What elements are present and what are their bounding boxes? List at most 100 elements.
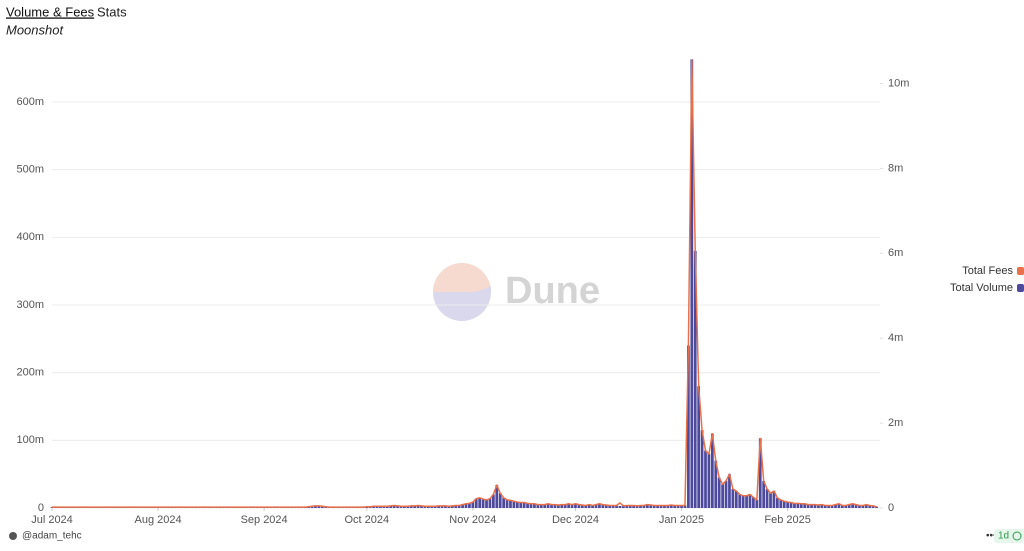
bar <box>310 506 314 508</box>
bar <box>468 503 471 508</box>
x-tick-label: Jan 2025 <box>659 514 704 526</box>
subtitle: Moonshot <box>6 22 64 37</box>
bar <box>437 505 440 508</box>
logo-wave <box>433 286 491 295</box>
bar <box>796 503 800 508</box>
bar <box>840 505 844 508</box>
y-tick-label: 0 <box>38 502 44 514</box>
y2-tick-label: 4m <box>888 332 903 344</box>
bar <box>320 506 324 508</box>
bar <box>396 505 399 508</box>
bar <box>793 503 796 508</box>
x-tick-label: Aug 2024 <box>135 514 182 526</box>
tab[interactable]: Stats <box>97 4 127 19</box>
y-tick-label: 100m <box>16 434 44 446</box>
bar <box>413 505 417 508</box>
bar <box>618 505 622 508</box>
bar <box>775 497 779 508</box>
bar <box>440 505 444 508</box>
bar <box>714 460 718 508</box>
bar <box>601 504 605 508</box>
bar <box>488 498 492 508</box>
bar <box>680 505 683 508</box>
bar <box>478 497 482 508</box>
logo-bottom <box>433 292 491 321</box>
bar <box>758 438 762 508</box>
bar <box>673 505 677 508</box>
bar <box>752 497 755 508</box>
bar <box>560 504 564 508</box>
bar <box>745 495 748 508</box>
bar <box>817 504 820 508</box>
bar <box>656 505 659 508</box>
watermark-text: Dune <box>505 270 600 312</box>
author-avatar <box>9 532 17 540</box>
bar <box>697 386 701 508</box>
bar <box>858 505 861 508</box>
bar <box>485 499 488 508</box>
bar <box>642 505 646 508</box>
y2-tick-label: 0 <box>888 502 894 514</box>
bar <box>813 504 817 508</box>
bar <box>461 504 464 508</box>
bar <box>693 250 697 508</box>
bar <box>372 506 375 508</box>
bar <box>769 493 772 508</box>
menu[interactable]: ••• <box>986 531 997 542</box>
bar <box>519 502 523 508</box>
y2-tick-label: 6m <box>888 247 903 259</box>
bar <box>379 506 382 508</box>
legend-label: Total Fees <box>962 265 1013 277</box>
watermark: Dune <box>433 263 600 321</box>
bar <box>423 506 427 508</box>
bar <box>635 505 639 508</box>
bar <box>717 477 721 508</box>
bar <box>584 505 588 508</box>
bar <box>639 505 642 508</box>
bar <box>505 499 509 508</box>
bar <box>406 506 410 508</box>
y2-tick-label: 8m <box>888 162 903 174</box>
y-tick-label: 500m <box>16 164 44 176</box>
y2-tick-label: 10m <box>888 77 909 89</box>
bar <box>526 503 529 508</box>
x-tick-label: Feb 2025 <box>764 514 810 526</box>
tab-active[interactable]: Volume & Fees <box>6 4 95 19</box>
bar <box>772 491 776 508</box>
bar <box>529 503 533 508</box>
bar <box>522 502 526 508</box>
bar <box>625 505 629 508</box>
bar <box>799 503 803 508</box>
bar <box>611 505 615 508</box>
bar <box>615 505 618 508</box>
bar <box>854 504 858 508</box>
bar <box>683 505 687 508</box>
bar <box>748 494 752 508</box>
bar <box>389 505 393 508</box>
bar <box>577 504 581 508</box>
bar <box>512 501 516 508</box>
bar <box>403 506 406 508</box>
x-tick-label: Oct 2024 <box>344 514 389 526</box>
bar <box>734 491 738 508</box>
bar <box>844 505 848 508</box>
line <box>52 59 877 508</box>
bar <box>604 504 608 508</box>
y2-tick-label: 2m <box>888 417 903 429</box>
bar <box>628 505 632 508</box>
x-tick-label: Jul 2024 <box>31 514 73 526</box>
bar <box>317 505 321 508</box>
legend-label: Total Volume <box>950 282 1013 294</box>
bar <box>587 504 591 508</box>
legend-swatch <box>1017 267 1024 275</box>
bar <box>543 504 547 508</box>
bar <box>779 499 783 508</box>
bar <box>464 503 468 508</box>
author: @adam_tehc <box>22 531 82 542</box>
bar <box>454 505 458 508</box>
bar <box>820 504 824 508</box>
bar <box>498 493 502 508</box>
bar <box>728 474 731 508</box>
bar <box>803 503 807 508</box>
bar <box>546 503 550 508</box>
